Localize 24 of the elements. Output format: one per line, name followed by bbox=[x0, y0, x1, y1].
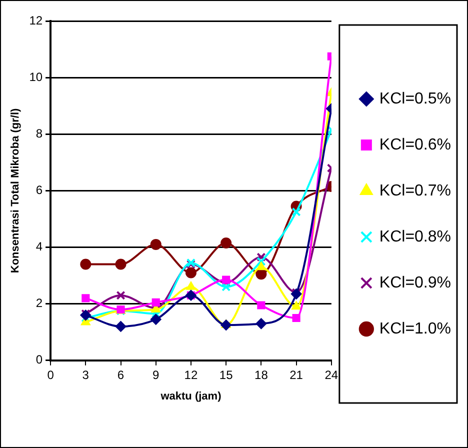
y-tick-label: 8 bbox=[36, 126, 43, 140]
y-tick-label: 12 bbox=[29, 13, 43, 28]
y-tick-label: 0 bbox=[36, 352, 43, 367]
x-tick-label: 0 bbox=[47, 368, 54, 382]
legend-label: KCl=0.9% bbox=[379, 274, 451, 292]
y-tick-label: 4 bbox=[36, 240, 43, 254]
y-tick-label: 10 bbox=[29, 70, 43, 84]
x-tick-label: 15 bbox=[219, 368, 234, 382]
x-tick-label: 24 bbox=[324, 368, 338, 382]
y-tick-label: 2 bbox=[36, 296, 43, 310]
legend-label: KCl=0.6% bbox=[379, 136, 451, 154]
x-tick-label: 6 bbox=[117, 368, 124, 382]
legend-label: KCl=0.5% bbox=[379, 90, 451, 108]
x-tick-label: 3 bbox=[82, 368, 90, 382]
x-tick-label: 9 bbox=[152, 368, 160, 382]
x-tick-label: 21 bbox=[290, 368, 304, 382]
x-axis-title: waktu (jam) bbox=[160, 390, 222, 402]
legend-label: KCl=0.7% bbox=[379, 182, 451, 200]
y-tick-label: 6 bbox=[36, 183, 43, 198]
x-tick-label: 18 bbox=[254, 368, 268, 382]
y-axis-title: Konsentrasi Total Mikroba (gr/l) bbox=[10, 108, 22, 274]
x-tick-label: 12 bbox=[184, 368, 198, 382]
legend-label: KCl=1.0% bbox=[379, 320, 451, 338]
legend-label: KCl=0.8% bbox=[379, 228, 451, 246]
